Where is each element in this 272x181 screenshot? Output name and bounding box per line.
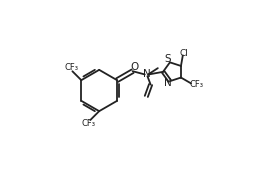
Text: N: N — [143, 70, 151, 79]
Text: CF₃: CF₃ — [64, 63, 79, 72]
Text: N: N — [164, 78, 172, 88]
Text: CF₃: CF₃ — [82, 119, 96, 129]
Text: S: S — [165, 54, 171, 64]
Text: O: O — [130, 62, 138, 72]
Text: Cl: Cl — [180, 49, 189, 58]
Text: CF₃: CF₃ — [190, 80, 203, 89]
